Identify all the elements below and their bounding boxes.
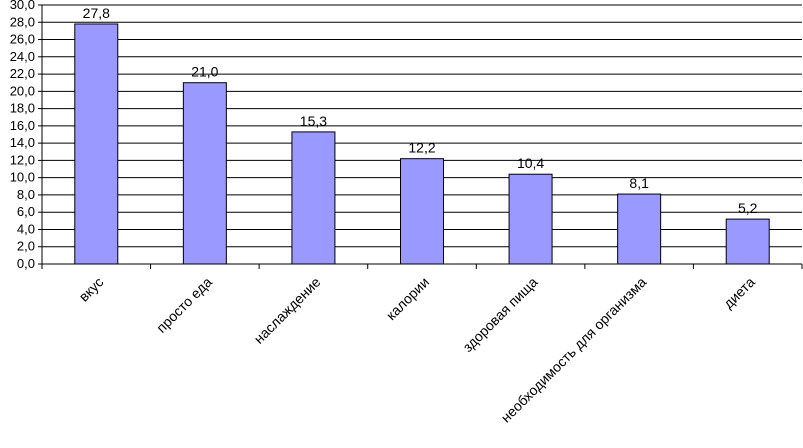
category-label: здоровая пища	[459, 274, 540, 355]
y-tick-label: 18,0	[10, 101, 35, 116]
category-label: калории	[383, 274, 432, 323]
y-tick-label: 4,0	[17, 221, 35, 236]
category-label: диета	[720, 274, 758, 312]
data-label: 10,4	[517, 155, 544, 171]
y-tick-label: 26,0	[10, 32, 35, 47]
data-labels: 27,8 21,0 15,3 12,2 10,4 8,1 5,2	[83, 5, 758, 216]
y-tick-label: 30,0	[10, 0, 35, 12]
y-tick-label: 14,0	[10, 135, 35, 150]
bars	[74, 23, 770, 265]
bar	[617, 193, 662, 265]
y-tick-label: 10,0	[10, 170, 35, 185]
data-label: 12,2	[408, 140, 435, 156]
axes	[41, 5, 803, 269]
data-label: 5,2	[738, 200, 758, 216]
data-label: 8,1	[629, 175, 649, 191]
category-label: просто еда	[153, 274, 215, 336]
y-tick-label: 16,0	[10, 118, 35, 133]
y-axis-ticks: 0,0 2,0 4,0 6,0 8,0 10,0 12,0 14,0 16,0 18,0 20,0 2…	[10, 0, 42, 271]
data-label: 27,8	[83, 5, 110, 21]
bar	[508, 173, 553, 265]
y-tick-label: 28,0	[10, 14, 35, 29]
y-tick-label: 6,0	[17, 204, 35, 219]
y-tick-label: 12,0	[10, 152, 35, 167]
y-tick-label: 0,0	[17, 256, 35, 271]
y-tick-label: 20,0	[10, 83, 35, 98]
bar	[725, 218, 770, 265]
bar	[400, 158, 444, 265]
y-tick-label: 22,0	[10, 66, 35, 81]
category-label: наслаждение	[251, 274, 324, 347]
data-label: 21,0	[191, 64, 218, 80]
y-tick-label: 2,0	[17, 239, 35, 254]
category-label: вкус	[76, 274, 107, 305]
bar	[291, 131, 336, 265]
y-tick-label: 24,0	[10, 49, 35, 64]
bar	[74, 23, 119, 265]
data-label: 15,3	[300, 113, 327, 129]
bar	[182, 82, 227, 265]
y-tick-label: 8,0	[17, 187, 35, 202]
category-labels: вкус просто еда наслаждение калории здоровая…	[76, 274, 758, 426]
